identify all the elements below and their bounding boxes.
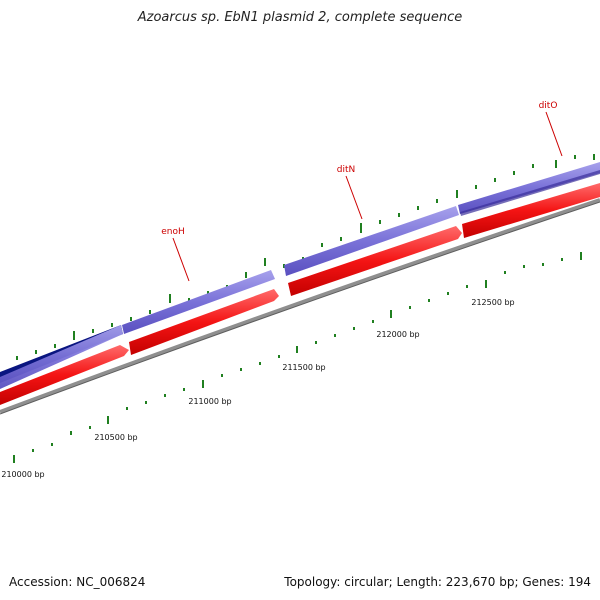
- gene-label-enoh[interactable]: enoH: [161, 227, 185, 237]
- scale-label: 210500 bp: [94, 433, 137, 442]
- gene-feature-reverse[interactable]: [0, 345, 129, 405]
- map-title: Azoarcus sp. EbN1 plasmid 2, complete se…: [137, 10, 463, 25]
- scale-label: 211000 bp: [188, 397, 231, 406]
- gene-label-ditn[interactable]: ditN: [337, 165, 355, 175]
- scale-label: 210000 bp: [1, 470, 44, 479]
- gene-label-dito[interactable]: ditO: [539, 101, 558, 111]
- gene-feature-forward[interactable]: [458, 162, 600, 214]
- scale-label: 212500 bp: [471, 298, 514, 307]
- upper-tick-row: [16, 154, 595, 360]
- gene-feature-reverse[interactable]: [288, 226, 462, 296]
- gene-feature-reverse[interactable]: [129, 289, 279, 355]
- lower-tick-row: [13, 252, 582, 463]
- gene-label-leaders: [172, 111, 563, 282]
- gene-feature-forward[interactable]: [122, 270, 275, 334]
- gene-labels: enoH ditN ditO: [161, 101, 557, 237]
- sequence-backbone: [0, 198, 600, 414]
- gene-feature-reverse[interactable]: [462, 183, 600, 238]
- sequence-backbone-shadow: [0, 201, 600, 415]
- gene-feature-forward[interactable]: [284, 206, 459, 276]
- scale-label: 211500 bp: [282, 363, 325, 372]
- reverse-strand: [0, 183, 600, 405]
- gene-feature-forward-dark-edge: [460, 170, 600, 216]
- forward-strand: [0, 162, 600, 389]
- gene-feature-forward[interactable]: [0, 325, 123, 389]
- scale-label: 212000 bp: [376, 330, 419, 339]
- topology-summary-text: Topology: circular; Length: 223,670 bp; …: [284, 575, 591, 589]
- accession-text: Accession: NC_006824: [9, 575, 146, 589]
- scale-labels: 210000 bp 210500 bp 211000 bp 211500 bp …: [1, 298, 514, 479]
